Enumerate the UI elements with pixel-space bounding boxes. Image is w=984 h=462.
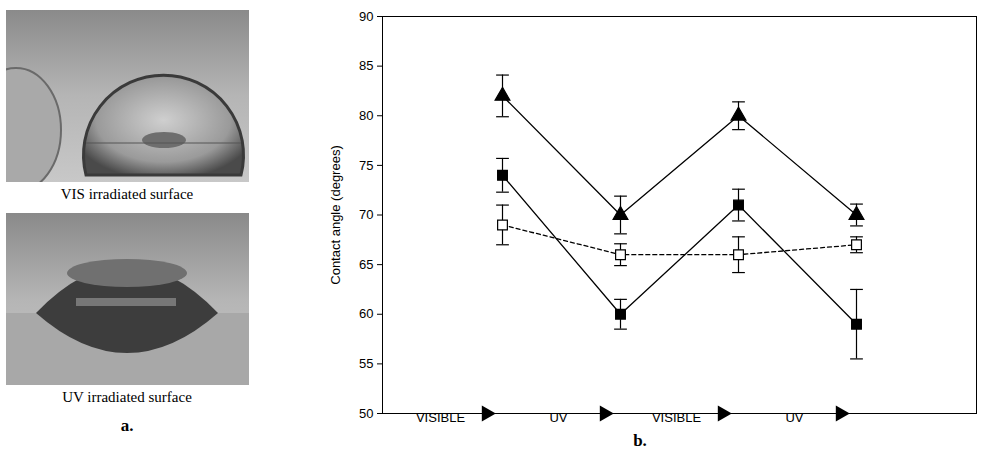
svg-text:70: 70 [359,207,373,222]
svg-text:55: 55 [359,356,373,371]
html-text:b.: b. [633,431,647,450]
svg-text:50: 50 [359,406,373,421]
svg-text:65: 65 [359,257,373,272]
html-text:VIS irradiated surface: VIS irradiated surface [60,186,194,202]
html-text:UV irradiated surface: UV irradiated surface [62,389,192,405]
svg-text:85: 85 [359,58,373,73]
svg-text:90: 90 [359,9,373,24]
html-text:a.: a. [120,416,134,435]
svg-text:Contact angle (degrees): Contact angle (degrees) [328,145,343,284]
svg-text:60: 60 [359,306,373,321]
svg-text:UV: UV [785,410,803,425]
svg-text:75: 75 [359,158,373,173]
svg-text:80: 80 [359,108,373,123]
svg-text:UV: UV [549,410,567,425]
svg-text:VISIBLE: VISIBLE [652,410,701,425]
svg-text:VISIBLE: VISIBLE [416,410,465,425]
